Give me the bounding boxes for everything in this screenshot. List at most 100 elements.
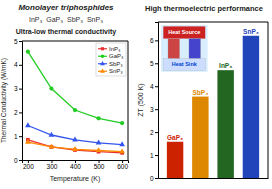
tick: 0 (14, 157, 22, 164)
y-axis: 0 1 2 3 4 5 6 (150, 23, 159, 182)
tick: 600 (117, 160, 128, 170)
axis-line (19, 42, 23, 161)
tick-mark (155, 40, 158, 41)
data-point (72, 146, 78, 151)
tick: 400 (70, 160, 81, 170)
tick-label: 200 (23, 163, 34, 170)
bar-label: SnP₃ (243, 28, 259, 35)
legend-box (96, 43, 126, 76)
tick: 6 (150, 37, 158, 44)
tick-label: 4 (150, 83, 154, 90)
data-point (72, 136, 78, 141)
data-point (119, 141, 125, 146)
data-point (96, 116, 100, 120)
data-point (73, 108, 77, 112)
data-point (26, 50, 30, 54)
tick: 4 (150, 83, 158, 90)
tick-label: 0 (14, 157, 18, 164)
tick-mark (155, 109, 158, 110)
legend-marker (100, 68, 105, 72)
tick-label: 5 (150, 60, 154, 67)
x-axis: 200 300 400 500 600 (23, 160, 129, 170)
tick: 5 (150, 60, 158, 67)
tick-label: 4 (14, 61, 18, 68)
legend-label: GaP₃ (109, 53, 124, 59)
data-point (25, 139, 31, 144)
legend-label: SnP₃ (109, 68, 123, 74)
annotation: Heat Source (168, 29, 200, 35)
y-axis: 0 1 2 3 4 5 (14, 38, 23, 164)
tick: 0 (150, 175, 158, 182)
data-point (49, 144, 55, 149)
tick-mark (155, 155, 158, 156)
legend-marker (101, 47, 104, 50)
bar (192, 97, 208, 178)
bar-label: SbP₃ (193, 89, 209, 96)
tick: 5 (14, 38, 22, 45)
tick-label: 400 (70, 163, 81, 170)
bar (167, 142, 183, 178)
tick-mark (19, 65, 22, 66)
tick: 4 (14, 61, 22, 68)
legend-marker (101, 54, 105, 58)
tick-label: 2 (150, 129, 154, 136)
pillar-p (168, 39, 180, 59)
tick: 3 (14, 85, 22, 92)
plot-frame (158, 22, 268, 178)
tick-mark (155, 132, 158, 133)
bar-label: GaP₃ (167, 134, 183, 141)
data-point (119, 148, 125, 153)
data-point (96, 140, 102, 145)
bar (217, 70, 233, 178)
bar-label: InP₃ (219, 62, 232, 69)
series-line (28, 140, 122, 153)
legend-entry: SbP₃ (98, 61, 123, 67)
tick-mark (19, 112, 22, 113)
y-axis-title: Thermal Conductivity (W/mK) (0, 58, 8, 143)
tick-mark (19, 160, 22, 161)
data-point (96, 147, 102, 152)
tick-mark (19, 136, 22, 137)
tick: 1 (14, 133, 22, 140)
data-point (25, 122, 31, 127)
heat-sink (163, 59, 205, 71)
device-inset: Heat Source Heat Sink (161, 25, 208, 72)
data-point (120, 121, 124, 125)
tick-label: 1 (150, 152, 154, 159)
legend-marker (100, 61, 105, 65)
x-axis-title: Temperature (K) (50, 175, 101, 183)
tick: 200 (23, 160, 34, 170)
annotation: Heat Sink (172, 61, 198, 67)
chart-title: High thermoelectric performance (145, 4, 263, 13)
tick-label: 0 (150, 175, 154, 182)
tick-label: 6 (150, 37, 154, 44)
tick-label: 500 (94, 163, 105, 170)
heat-source (163, 26, 205, 38)
tick: 3 (150, 106, 158, 113)
tick: 2 (14, 109, 22, 116)
chart-title: Monolayer triphosphides (18, 3, 114, 12)
tick-mark (155, 63, 158, 64)
legend: InP₃GaP₃ SbP₃SnP₃ (96, 43, 126, 76)
plot-frame (22, 41, 128, 160)
series-line (28, 142, 122, 152)
series-line (28, 125, 122, 144)
chart-subtitle: Ultra-low thermal conductivity (16, 28, 116, 36)
tick-label: 1 (14, 133, 18, 140)
tick-label: 5 (14, 38, 18, 45)
tick: 2 (150, 129, 158, 136)
legend-entry: InP₃ (98, 46, 121, 52)
chart-canvas: Monolayer triphosphides InP₃ GaP₃ SbP₃ Sn… (0, 0, 272, 189)
tick-label: 2 (14, 109, 18, 116)
tick-label: 3 (150, 106, 154, 113)
legend-label: SbP₃ (109, 61, 123, 67)
axis-line (159, 178, 269, 179)
tick-mark (19, 89, 22, 90)
pillar-n (189, 39, 201, 59)
tick-mark (155, 178, 158, 179)
y-axis-title: ZT (500 K) (137, 83, 145, 116)
tick-label: 300 (47, 163, 58, 170)
plot-data (25, 50, 125, 155)
inset-background (161, 25, 208, 72)
tick-label: 600 (117, 163, 128, 170)
